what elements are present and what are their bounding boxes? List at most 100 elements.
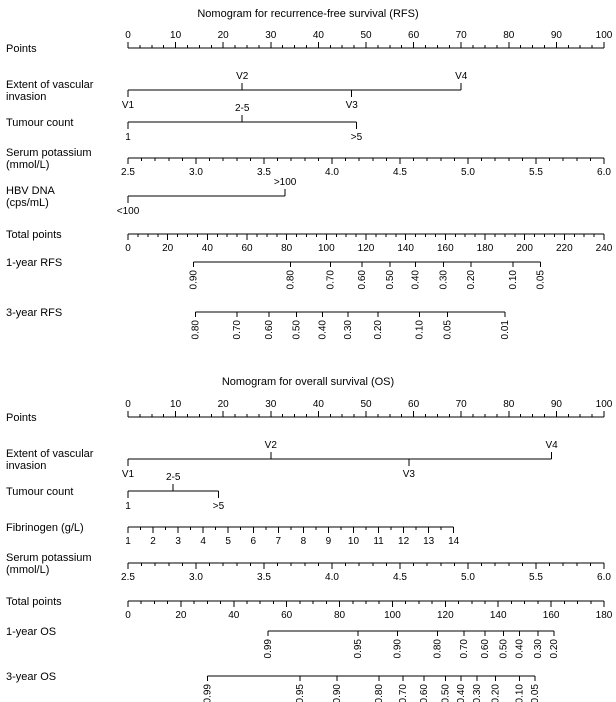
nomogram-row-points: Points 0 10 20 30 40 50 60 70 80 90 100 [6,30,613,55]
tick-label: 40 [228,610,240,621]
tick-label: 13 [423,536,435,547]
tick-label: 3.5 [257,167,271,178]
prob-label: 0.50 [292,320,303,340]
category-label: V4 [455,71,468,82]
tick-label: 4 [200,536,206,547]
row-label: Points [6,43,37,55]
tick-label: 5.5 [529,167,543,178]
tick-label: 3.0 [189,572,203,583]
row-label: 3-year RFS [6,307,62,319]
prob-label: 0.05 [536,270,547,290]
prob-label: 0.40 [514,639,525,659]
category-label: >5 [213,501,225,512]
row-label: invasion [6,91,46,103]
tick-label: 60 [408,399,420,410]
tick-label: 120 [358,243,375,254]
nomogram-row-total-points: Total points 0 20 40 60 80 100 120 140 160 180 200 2… [6,229,613,254]
prob-label: 0.01 [500,320,511,340]
tick-label: 20 [218,399,230,410]
tick-label: 20 [175,610,187,621]
prob-label: 0.60 [480,639,491,659]
tick-label: 30 [265,30,277,41]
tick-label: 9 [326,536,332,547]
category-label: V2 [236,71,249,82]
row-label: Tumour count [6,117,73,129]
tick-label: 60 [241,243,253,254]
tick-label: 1 [125,536,131,547]
category-label: <100 [117,206,140,217]
prob-label: 0.70 [325,270,336,290]
tick-label: 5.0 [461,167,475,178]
category-label: >100 [274,177,297,188]
nomogram-row-one-year-rfs: 1-year RFS 0.90 0.80 0.70 0.60 0.50 0.40 0.30 0.… [6,257,547,289]
category-label: V1 [122,100,135,111]
prob-label: 0.80 [190,320,201,340]
category-label: V2 [265,440,278,451]
category-label: V3 [403,469,416,480]
nomogram-row-tumour-count: Tumour count 1 2-5 >5 [6,472,225,512]
tick-label: 4.0 [325,167,339,178]
nomogram-rfs-section: Nomogram for recurrence-free survival (R… [6,8,613,339]
category-label: V1 [122,469,135,480]
tick-label: 160 [437,243,454,254]
tick-label: 80 [503,30,515,41]
prob-label: 0.10 [508,270,519,290]
prob-label: 0.70 [459,639,470,659]
tick-label: 6 [250,536,256,547]
tick-label: 12 [398,536,410,547]
tick-label: 4.5 [393,572,407,583]
row-label: (mmol/L) [6,564,49,576]
tick-label: 80 [503,399,515,410]
row-label: Serum potassium [6,552,92,564]
prob-label: 0.40 [317,320,328,340]
category-label: >5 [351,132,363,143]
tick-label: 100 [318,243,335,254]
row-label: Fibrinogen (g/L) [6,522,84,534]
nomogram-row-tumour-count: Tumour count 1 2-5 >5 [6,103,363,143]
tick-label: 10 [170,30,182,41]
row-label: Serum potassium [6,147,92,159]
nomogram-row-three-year-rfs: 3-year RFS 0.80 0.70 0.60 0.50 0.40 0.30 0.20 0.… [6,307,511,339]
row-label: (mmol/L) [6,159,49,171]
category-label: 2-5 [235,103,250,114]
prob-label: 0.10 [514,684,525,702]
tick-label: 0 [125,610,131,621]
tick-label: 4.5 [393,167,407,178]
row-label: invasion [6,460,46,472]
nomogram-row-serum-potassium: Serum potassium(mmol/L) 2.5 3.0 3.5 4.0 4.5 5.… [6,147,611,178]
prob-label: 0.95 [295,684,306,702]
nomogram-row-points: Points 0 10 20 30 40 50 60 70 80 90 100 [6,399,613,424]
tick-label: 70 [456,399,468,410]
row-label: 3-year OS [6,671,56,683]
rfs-chart-title: Nomogram for recurrence-free survival (R… [197,8,419,20]
prob-label: 0.60 [264,320,275,340]
nomogram-row-serum-potassium: Serum potassium(mmol/L) 2.5 3.0 3.5 4.0 4.5 5.… [6,552,611,583]
row-label: Total points [6,229,62,241]
prob-label: 0.60 [419,684,430,702]
row-label: Points [6,412,37,424]
tick-label: 90 [551,30,563,41]
prob-label: 0.30 [343,320,354,340]
tick-label: 11 [373,536,384,547]
row-label: Extent of vascular [6,79,94,91]
category-label: V4 [546,440,559,451]
prob-label: 0.05 [442,320,453,340]
tick-label: 0 [125,399,131,410]
tick-label: 6.0 [597,167,611,178]
tick-label: 60 [408,30,420,41]
tick-label: 40 [313,30,325,41]
row-label: 1-year RFS [6,257,62,269]
prob-label: 0.99 [202,684,213,702]
nomogram-row-one-year-os: 1-year OS 0.99 0.95 0.90 0.80 0.70 0.60 0.50 0.4… [6,626,560,658]
tick-label: 140 [397,243,414,254]
prob-label: 0.80 [374,684,385,702]
tick-label: 4.0 [325,572,339,583]
tick-label: 5 [225,536,231,547]
nomogram-row-fibrinogen: Fibrinogen (g/L)1 2 3 4 5 6 7 8 9 10 11 12 13 14 [6,522,460,547]
tick-label: 70 [456,30,468,41]
tick-label: 3.0 [189,167,203,178]
category-label: 2-5 [166,472,181,483]
